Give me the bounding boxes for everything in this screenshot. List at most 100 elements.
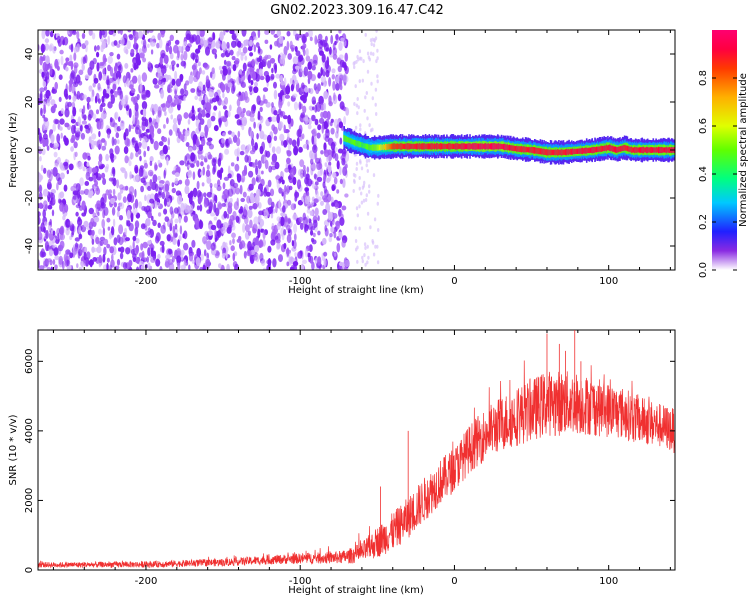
signal-track-segment bbox=[566, 148, 568, 156]
snr-xtick-label: -100 bbox=[289, 576, 312, 587]
noise-speckle bbox=[42, 188, 49, 197]
signal-track-segment bbox=[425, 143, 428, 150]
noise-speckle bbox=[312, 100, 316, 105]
signal-track-segment bbox=[464, 143, 467, 150]
noise-speckle bbox=[43, 125, 49, 131]
signal-track-segment bbox=[606, 144, 608, 152]
signal-track-segment bbox=[631, 146, 633, 154]
signal-track-segment bbox=[547, 149, 549, 156]
noise-speckle bbox=[54, 255, 60, 261]
signal-track-segment bbox=[665, 147, 667, 153]
noise-speckle bbox=[188, 195, 193, 205]
signal-track-segment bbox=[349, 138, 352, 144]
signal-track-segment bbox=[439, 143, 442, 150]
signal-track-segment bbox=[456, 143, 458, 150]
noise-speckle bbox=[151, 215, 154, 221]
noise-speckle bbox=[75, 127, 81, 132]
noise-speckle bbox=[115, 132, 120, 139]
snr-ytick-label: 0 bbox=[24, 567, 35, 573]
noise-speckle bbox=[62, 215, 66, 221]
noise-speckle bbox=[324, 162, 328, 167]
noise-speckle bbox=[241, 72, 246, 82]
noise-speckle bbox=[232, 210, 237, 221]
noise-speckle bbox=[178, 216, 182, 224]
noise-speckle bbox=[273, 126, 278, 135]
noise-speckle bbox=[231, 224, 236, 231]
signal-track-segment bbox=[650, 146, 653, 154]
noise-speckle bbox=[131, 248, 135, 255]
signal-track-segment bbox=[622, 145, 625, 151]
signal-track-segment bbox=[460, 143, 463, 150]
noise-speckle bbox=[269, 57, 276, 64]
noise-speckle bbox=[132, 114, 136, 125]
noise-speckle bbox=[355, 103, 358, 108]
noise-speckle bbox=[323, 102, 327, 111]
noise-speckle bbox=[211, 40, 216, 48]
noise-speckle bbox=[227, 110, 231, 118]
noise-speckle bbox=[310, 229, 314, 236]
noise-speckle bbox=[218, 110, 222, 120]
noise-speckle bbox=[367, 255, 370, 260]
noise-speckle bbox=[188, 74, 194, 84]
noise-speckle bbox=[44, 43, 50, 51]
noise-speckle bbox=[216, 219, 222, 229]
noise-speckle bbox=[197, 196, 203, 204]
noise-speckle bbox=[72, 30, 76, 35]
noise-speckle bbox=[352, 172, 356, 177]
signal-track-segment bbox=[472, 143, 474, 150]
noise-speckle bbox=[328, 95, 332, 105]
signal-track-segment bbox=[453, 143, 456, 149]
signal-track-segment bbox=[344, 135, 346, 142]
noise-speckle bbox=[374, 87, 378, 92]
signal-track-segment bbox=[574, 148, 577, 154]
noise-speckle bbox=[173, 44, 179, 54]
noise-speckle bbox=[245, 110, 252, 117]
noise-speckle bbox=[144, 194, 147, 201]
noise-speckle bbox=[166, 156, 169, 166]
noise-speckle bbox=[68, 83, 72, 93]
noise-speckle bbox=[174, 172, 180, 178]
noise-speckle bbox=[225, 250, 228, 259]
signal-track-segment bbox=[497, 143, 499, 150]
noise-speckle bbox=[58, 255, 63, 265]
noise-speckle bbox=[102, 253, 106, 263]
noise-speckle bbox=[331, 74, 335, 80]
noise-speckle bbox=[247, 67, 254, 72]
signal-track-segment bbox=[414, 143, 417, 149]
noise-speckle bbox=[271, 225, 275, 231]
noise-speckle bbox=[304, 223, 307, 233]
noise-speckle bbox=[92, 113, 97, 120]
noise-speckle bbox=[90, 94, 94, 102]
noise-speckle bbox=[131, 137, 136, 143]
noise-speckle bbox=[79, 125, 83, 132]
noise-speckle bbox=[358, 176, 361, 180]
signal-track-segment bbox=[594, 146, 596, 153]
signal-track-segment bbox=[368, 144, 370, 150]
signal-track-segment bbox=[482, 143, 484, 150]
noise-speckle bbox=[177, 50, 180, 59]
noise-speckle bbox=[43, 134, 48, 139]
noise-speckle bbox=[197, 112, 202, 121]
noise-speckle bbox=[259, 75, 265, 81]
noise-speckle bbox=[66, 169, 70, 175]
noise-speckle bbox=[327, 165, 332, 174]
noise-speckle bbox=[176, 255, 182, 264]
signal-track-segment bbox=[667, 147, 669, 153]
noise-speckle bbox=[81, 212, 87, 217]
noise-speckle bbox=[57, 177, 62, 186]
noise-speckle bbox=[317, 215, 320, 222]
noise-speckle bbox=[359, 159, 362, 164]
signal-track-segment bbox=[382, 144, 384, 150]
signal-track-segment bbox=[514, 146, 517, 151]
noise-speckle bbox=[224, 242, 228, 247]
noise-speckle bbox=[128, 84, 134, 90]
noise-speckle bbox=[261, 141, 265, 152]
noise-speckle bbox=[40, 107, 43, 117]
noise-speckle bbox=[368, 189, 371, 194]
noise-speckle bbox=[38, 149, 43, 155]
signal-track-segment bbox=[402, 143, 405, 149]
noise-speckle bbox=[164, 216, 170, 223]
noise-speckle bbox=[200, 253, 204, 261]
noise-speckle bbox=[212, 166, 216, 175]
signal-track-segment bbox=[466, 143, 469, 150]
